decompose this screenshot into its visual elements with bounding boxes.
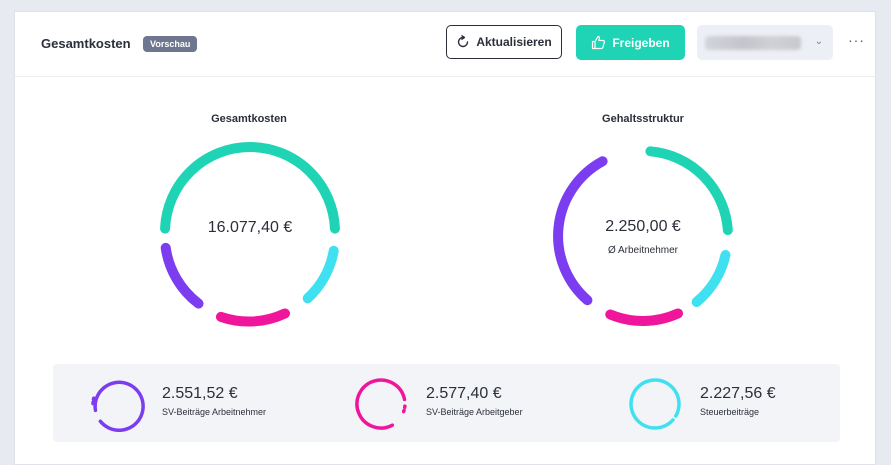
summary-label: SV-Beiträge Arbeitnehmer [162, 407, 267, 417]
summary-strip: 2.551,52 € SV-Beiträge Arbeitnehmer 2.57… [53, 364, 840, 442]
mini-ring-pink [355, 378, 407, 430]
refresh-button[interactable]: Aktualisieren [446, 25, 562, 59]
blurred-selected-value [705, 36, 801, 50]
total-costs-value: 16.077,40 € [207, 219, 293, 236]
donut-segment-teal [645, 146, 733, 236]
refresh-label: Aktualisieren [476, 35, 552, 49]
mini-ring-cyan [629, 378, 681, 430]
summary-amount: 2.227,56 € [700, 385, 776, 402]
donut-segment-cyan [691, 250, 731, 307]
salary-structure-subtitle: Ø Arbeitnehmer [607, 245, 679, 256]
summary-label: SV-Beiträge Arbeitgeber [426, 407, 523, 417]
chevron-down-icon: ⌄ [814, 36, 823, 47]
summary-amount: 2.551,52 € [162, 385, 238, 402]
summary-label: Steuerbeiträge [700, 407, 760, 417]
salary-structure-value: 2.250,00 € [605, 218, 681, 235]
donut-segment-cyan [302, 245, 339, 304]
preview-badge: Vorschau [143, 36, 198, 52]
refresh-icon [458, 35, 469, 48]
more-options-button[interactable]: ··· [848, 32, 865, 48]
donut-segment-pink [605, 308, 683, 326]
donut-segment-teal [160, 142, 340, 234]
mini-ring-purple [91, 380, 145, 432]
period-select[interactable]: ⌄ [697, 25, 833, 60]
donut-segment-purple [553, 156, 608, 306]
card-title: Gesamtkosten [41, 36, 131, 51]
thumbs-up-icon [592, 35, 606, 50]
donut-segment-purple [160, 242, 204, 309]
salary-structure-donut [553, 146, 733, 326]
summary-amount: 2.577,40 € [426, 385, 502, 402]
total-costs-donut [160, 142, 340, 327]
share-button[interactable]: Freigeben [576, 25, 685, 60]
card-header: Gesamtkosten Vorschau Aktualisieren Frei… [15, 12, 875, 77]
share-label: Freigeben [612, 35, 670, 50]
total-costs-chart-title: Gesamtkosten [211, 113, 287, 125]
salary-structure-chart-title: Gehaltsstruktur [602, 113, 684, 125]
donut-segment-pink [215, 308, 290, 327]
cost-overview-card: Gesamtkosten Vorschau Aktualisieren Frei… [14, 11, 876, 465]
